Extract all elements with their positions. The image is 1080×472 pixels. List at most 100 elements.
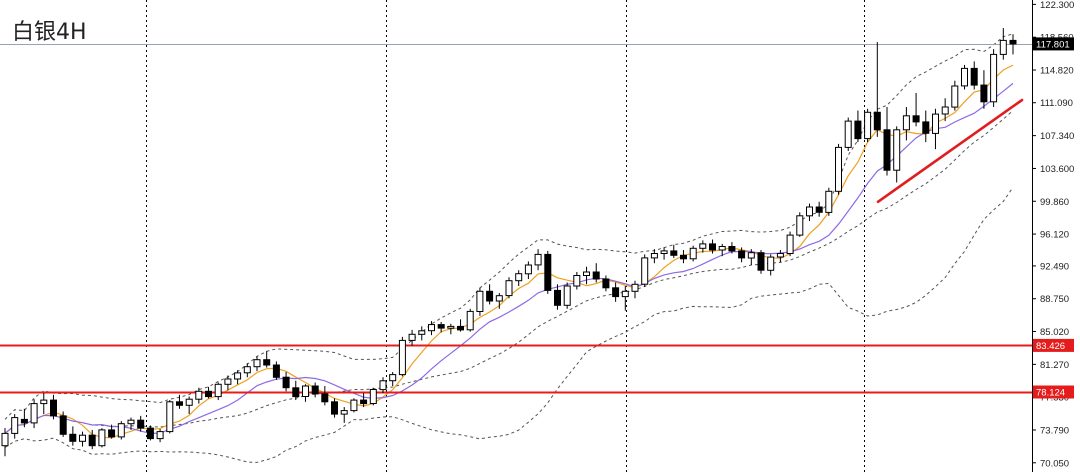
candle [166, 400, 174, 434]
candle-body [398, 339, 406, 376]
candle [50, 394, 57, 420]
candle-body [738, 250, 746, 259]
candle [815, 201, 823, 217]
candle-body [176, 401, 183, 406]
candle [11, 414, 19, 439]
candle-body [515, 273, 523, 282]
candle [282, 371, 290, 392]
candle [1, 428, 9, 457]
candle-body [98, 429, 106, 447]
candle [428, 321, 435, 336]
candle-body [650, 253, 658, 259]
candle [893, 126, 901, 183]
candle-body [922, 121, 930, 134]
candle-body [631, 283, 639, 292]
candle-body [621, 290, 629, 298]
candle [641, 254, 649, 287]
candle-body [331, 401, 338, 415]
candle-body [680, 254, 687, 260]
y-tick-label: 99.860 [1040, 197, 1069, 208]
candle-body [214, 383, 222, 398]
candle [447, 323, 455, 335]
candle [350, 398, 358, 413]
candle-body [282, 376, 290, 389]
candle-body [534, 253, 542, 266]
candle [59, 411, 67, 437]
candle [272, 361, 280, 380]
candle [776, 250, 784, 263]
candle [825, 187, 833, 216]
price-tag-box [1033, 385, 1074, 399]
candle [331, 398, 338, 418]
candle [990, 49, 998, 108]
price-tag-label: 78.124 [1036, 388, 1065, 399]
candle-body [69, 433, 77, 442]
candle-body [408, 333, 416, 341]
candle [224, 375, 232, 391]
y-tick-label: 81.270 [1040, 360, 1069, 371]
candle [670, 244, 678, 258]
candle [583, 266, 590, 285]
candle-body [195, 390, 203, 400]
candle-body [718, 246, 726, 251]
candle [408, 329, 416, 346]
candle-body [583, 271, 590, 276]
candle-body [185, 398, 193, 406]
candle-body [389, 374, 397, 382]
candle [786, 231, 794, 257]
candle [738, 247, 746, 263]
bollinger-upper-band [4, 33, 1014, 420]
candle [185, 396, 193, 415]
y-tick-label: 96.120 [1040, 230, 1069, 241]
candle [922, 110, 930, 143]
candle [127, 417, 135, 430]
price-tag-current: 117.801 [1033, 37, 1074, 51]
candle [563, 282, 571, 309]
candle [544, 250, 552, 294]
candle [650, 249, 658, 264]
candle-body [747, 252, 755, 259]
candle-body [224, 378, 232, 385]
candle [573, 271, 581, 290]
candle-body [156, 431, 164, 440]
candle [660, 247, 668, 260]
candle-body [466, 310, 474, 331]
candle [69, 426, 77, 446]
y-tick-label: 122.300 [1040, 0, 1074, 11]
candle-body [40, 399, 48, 405]
candle-body [117, 423, 125, 438]
candle-body [1009, 39, 1017, 45]
candle [253, 356, 261, 372]
candle [961, 64, 968, 90]
candle-body [524, 264, 532, 275]
candle [466, 308, 474, 332]
candle-body [776, 253, 784, 258]
candle-body [844, 120, 852, 148]
candle-body [806, 206, 813, 217]
candle-body [563, 285, 571, 306]
candle-body [369, 389, 377, 404]
candle-body [360, 399, 368, 405]
candle-body [544, 253, 552, 291]
candle [117, 421, 125, 440]
candle [844, 117, 852, 151]
candle [835, 143, 842, 195]
candle [592, 263, 600, 283]
candle-body [418, 330, 426, 335]
y-tick-label: 107.340 [1040, 131, 1074, 142]
candle [302, 384, 309, 402]
candle-body [447, 325, 455, 329]
candle-body [166, 401, 174, 433]
candle [796, 212, 804, 237]
candle-body [825, 190, 833, 213]
candle [30, 399, 38, 429]
candle-body [127, 419, 135, 425]
y-tick-label: 88.750 [1040, 294, 1069, 305]
candle-body [108, 429, 116, 438]
candle [398, 336, 406, 377]
candle-body [709, 243, 716, 251]
candle-body [350, 399, 358, 412]
candle-body [321, 393, 329, 403]
candle [379, 377, 387, 394]
